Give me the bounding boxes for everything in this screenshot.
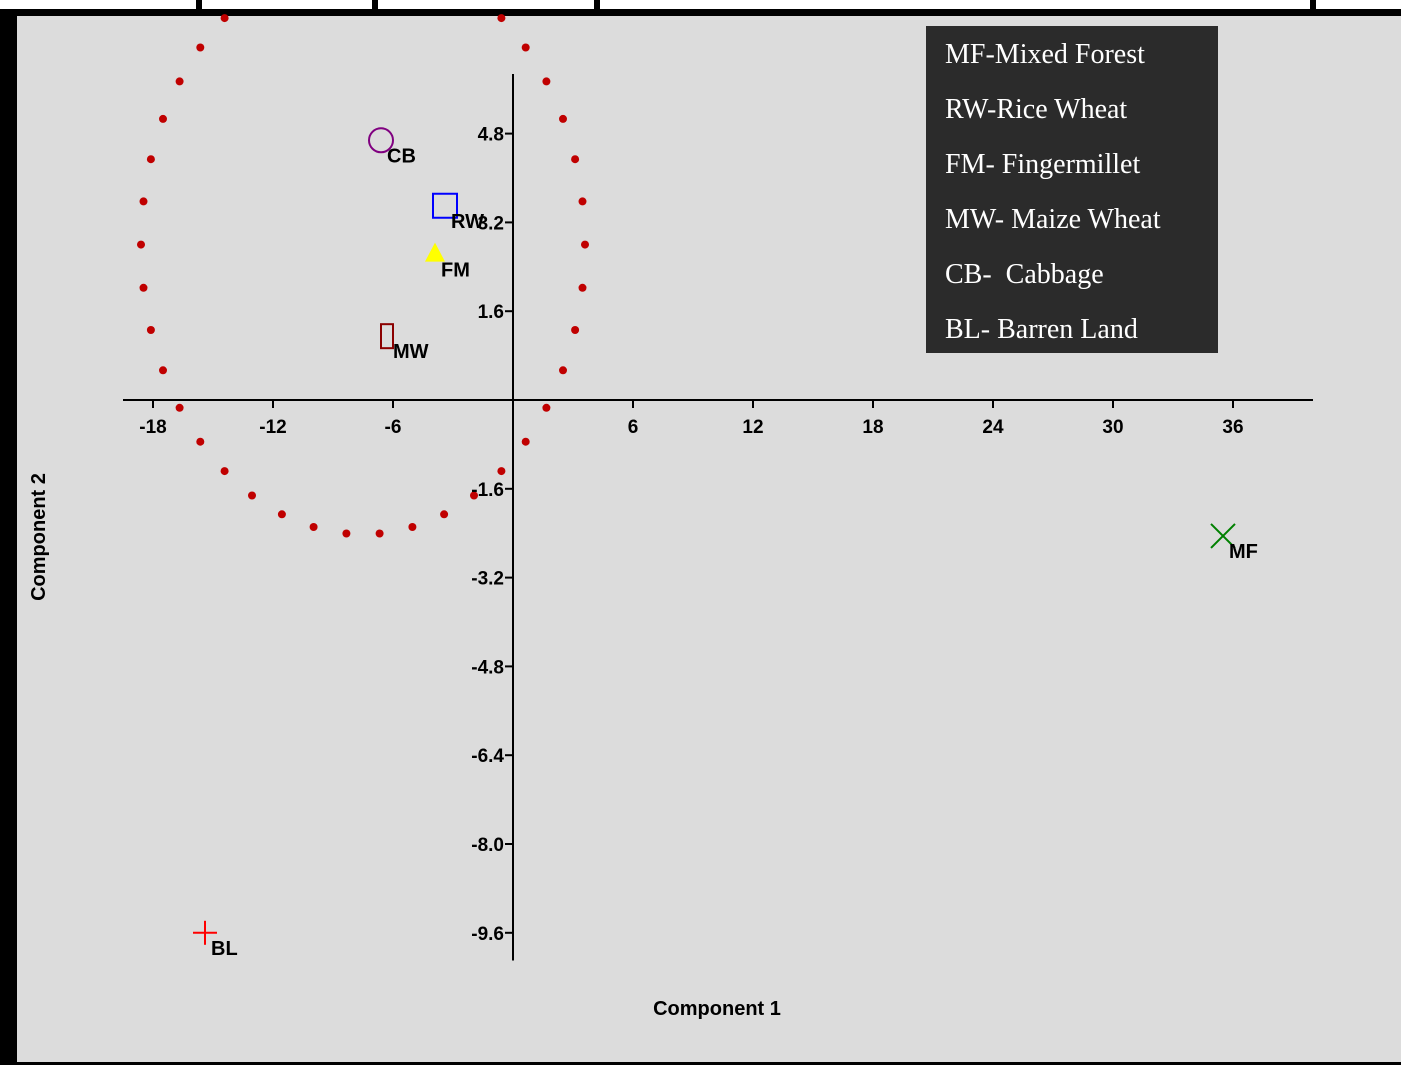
point-rw xyxy=(432,192,458,219)
legend-entry-bl: BL- Barren Land xyxy=(945,314,1138,345)
x-tick-label: -12 xyxy=(259,417,286,438)
point-mf xyxy=(1210,523,1236,549)
top-tab xyxy=(1316,0,1401,9)
ellipse-dot xyxy=(342,529,351,538)
point-mf-label: MF xyxy=(1229,541,1258,563)
point-cb-label: CB xyxy=(387,145,416,167)
ellipse-dot xyxy=(581,240,589,249)
ellipse-dot xyxy=(146,326,155,334)
ellipse-dot xyxy=(159,114,167,123)
ellipse-dot xyxy=(470,491,478,500)
ellipse-dot xyxy=(408,523,417,531)
ellipse-dot xyxy=(578,283,587,292)
ellipse-dot xyxy=(571,326,580,334)
x-marker-stroke xyxy=(1210,523,1236,549)
x-tick-label: -18 xyxy=(139,417,166,438)
top-tab xyxy=(600,0,1310,9)
ellipse-dot xyxy=(559,114,567,123)
x-tick-label: 30 xyxy=(1102,417,1123,438)
ellipse-dot xyxy=(497,14,506,23)
ellipse-dot xyxy=(139,197,148,206)
point-rw-label: RW xyxy=(451,211,484,233)
ellipse-dot xyxy=(375,529,384,538)
point-fm xyxy=(425,242,445,262)
ellipse-dot xyxy=(175,77,184,86)
ellipse-dot xyxy=(521,43,530,52)
y-tick-label: 1.6 xyxy=(478,302,504,323)
ellipse-dot xyxy=(521,437,530,446)
ellipse-dot xyxy=(220,14,229,23)
ellipse-dot xyxy=(196,437,205,446)
ellipse-dot xyxy=(196,43,205,52)
ellipse-dot xyxy=(542,403,551,412)
ellipse-dot xyxy=(542,77,551,86)
point-bl xyxy=(193,920,217,945)
points-layer: CB RW FM MW MF BL xyxy=(193,127,1258,960)
y-axis-title: Component 2 xyxy=(28,473,50,601)
y-tick-label: -9.6 xyxy=(471,924,504,945)
ellipse-dot xyxy=(139,283,148,292)
legend-entry-fm: FM- Fingermillet xyxy=(945,149,1141,180)
ellipse-dot xyxy=(309,523,318,531)
legend: MF-Mixed Forest RW-Rice Wheat FM- Finger… xyxy=(926,26,1218,353)
point-bl-label: BL xyxy=(211,938,238,960)
legend-entry-mf: MF-Mixed Forest xyxy=(945,39,1145,70)
y-tick-label: 3.2 xyxy=(478,213,504,234)
point-cb xyxy=(368,127,394,154)
y-tick-label: -1.6 xyxy=(471,480,504,501)
ellipse-dot xyxy=(571,155,580,164)
y-tick-label: -6.4 xyxy=(471,746,504,767)
x-tick-label: 6 xyxy=(628,417,639,438)
ellipse-dot xyxy=(578,197,587,206)
top-tab xyxy=(378,0,594,9)
ellipse-dot xyxy=(497,467,506,476)
axes-layer: -18 -12 -6 6 12 18 24 30 36 4.8 3.2 1.6 -1.6 -3.2 -4.8… xyxy=(123,74,1313,961)
ellipse-dot xyxy=(137,240,145,249)
y-tick-label: -4.8 xyxy=(471,657,504,678)
legend-entry-cb: CB- Cabbage xyxy=(945,259,1104,290)
ellipse-dot xyxy=(248,491,256,500)
ellipse-dot xyxy=(440,510,449,519)
x-tick-label: 36 xyxy=(1222,417,1243,438)
top-tab xyxy=(0,0,196,9)
legend-entry-rw: RW-Rice Wheat xyxy=(945,94,1128,125)
ellipse-dot xyxy=(559,366,567,375)
x-tick-label: 12 xyxy=(742,417,763,438)
ellipse-dot xyxy=(159,366,167,375)
top-tab xyxy=(202,0,372,9)
point-mw xyxy=(380,323,394,350)
x-axis-title: Component 1 xyxy=(653,998,781,1020)
x-tick-label: 18 xyxy=(862,417,883,438)
cluster-ellipse-layer xyxy=(137,14,589,538)
x-tick-label: 24 xyxy=(982,417,1004,438)
point-fm-label: FM xyxy=(441,260,470,282)
legend-entry-mw: MW- Maize Wheat xyxy=(945,204,1161,235)
ellipse-dot xyxy=(175,403,184,412)
y-tick-label: -3.2 xyxy=(471,569,504,590)
ellipse-dot xyxy=(277,510,286,519)
point-mw-label: MW xyxy=(393,341,429,363)
x-tick-label: -6 xyxy=(385,417,402,438)
ellipse-dot xyxy=(146,155,155,164)
ellipse-dot xyxy=(220,467,229,476)
y-tick-label: -8.0 xyxy=(471,835,504,856)
y-tick-label: 4.8 xyxy=(478,125,504,146)
